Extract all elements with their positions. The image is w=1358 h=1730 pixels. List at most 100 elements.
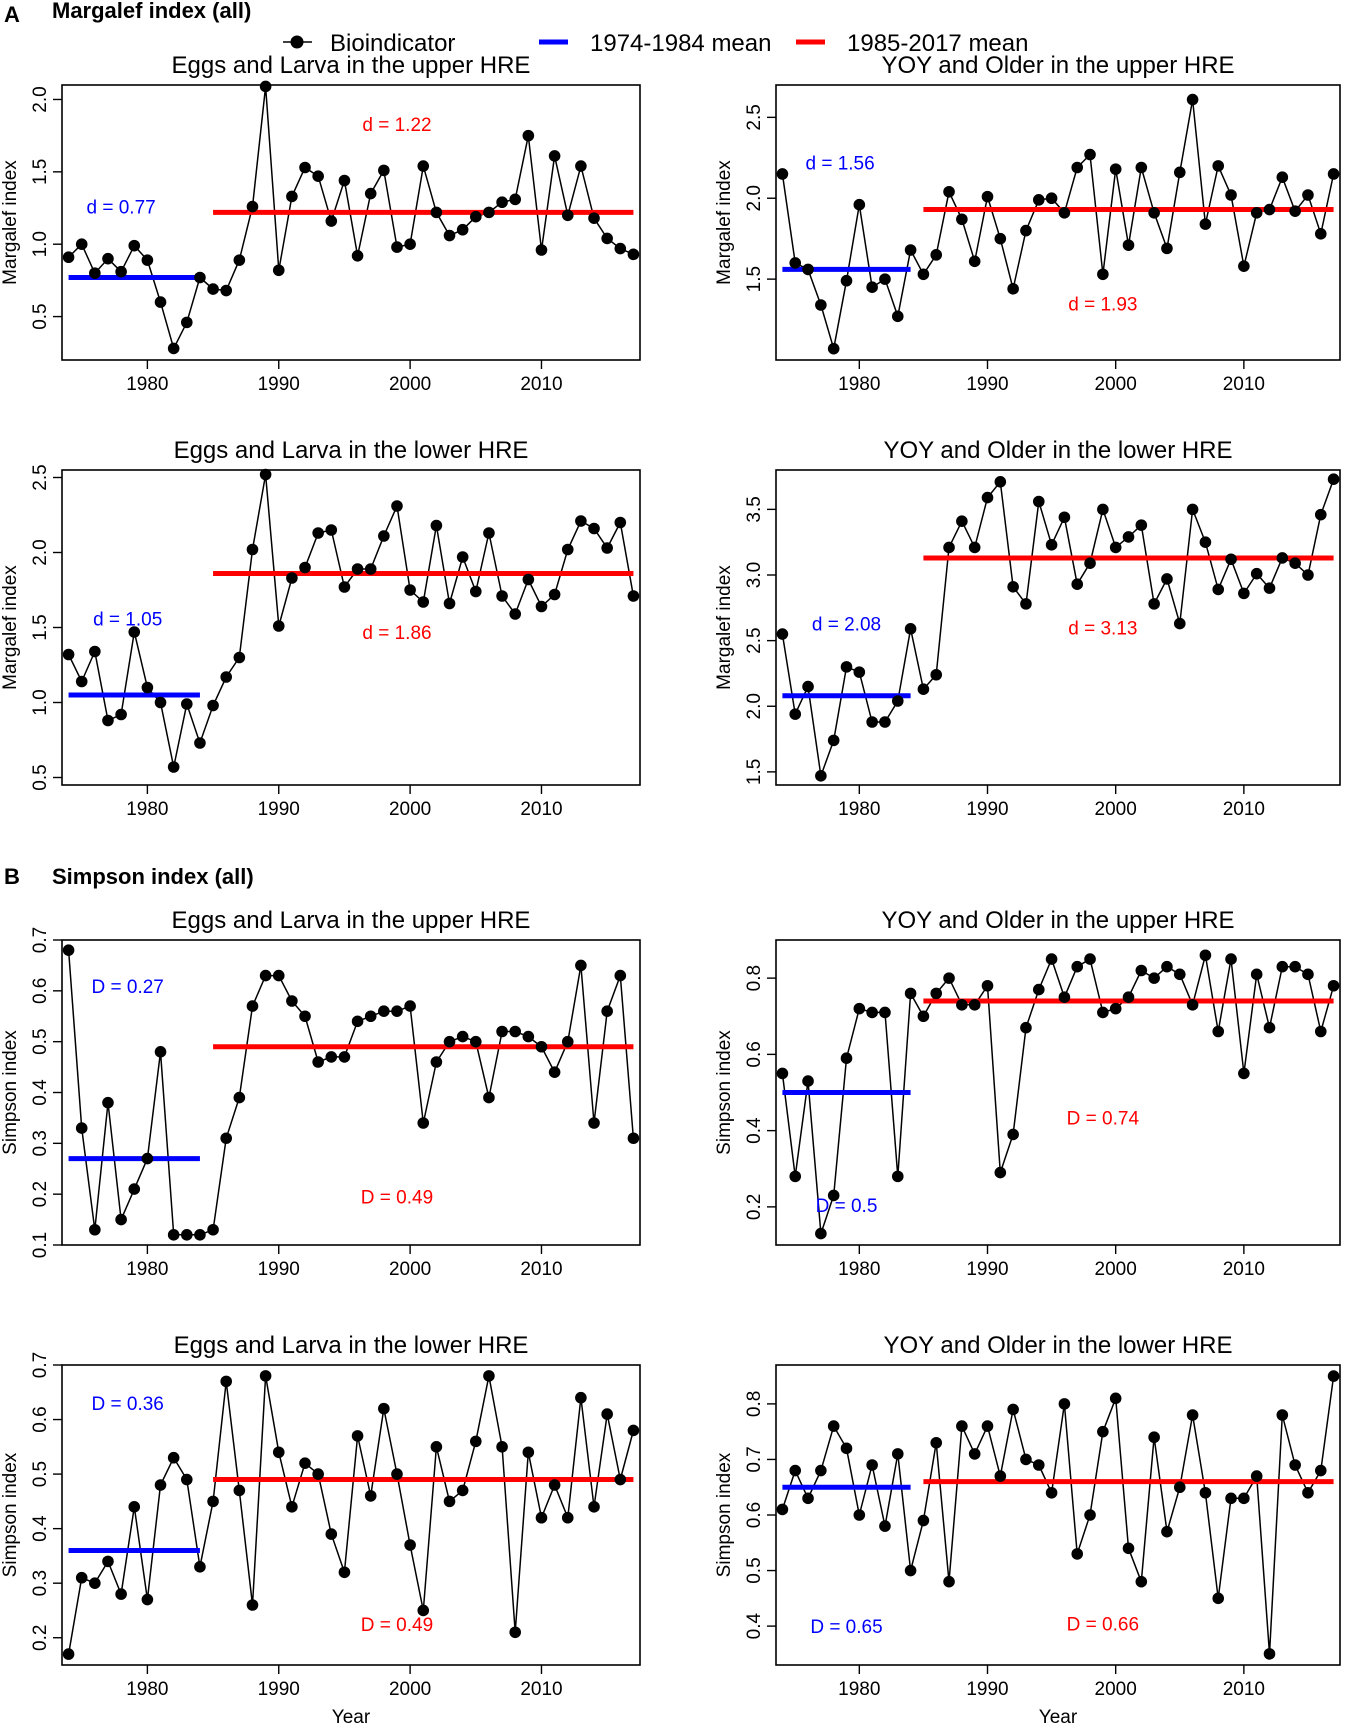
data-point bbox=[391, 1468, 403, 1480]
data-point bbox=[1199, 536, 1212, 548]
data-point bbox=[879, 716, 891, 728]
data-point bbox=[866, 281, 878, 294]
data-point bbox=[561, 1511, 574, 1524]
y-tick-label: 1.0 bbox=[30, 231, 51, 257]
data-point bbox=[509, 608, 522, 620]
data-point bbox=[509, 1626, 522, 1639]
data-point bbox=[220, 284, 233, 297]
data-point bbox=[866, 716, 878, 728]
x-tick-label: 1980 bbox=[126, 799, 168, 820]
y-tick-label: 0.5 bbox=[30, 1461, 51, 1487]
data-point bbox=[299, 1457, 311, 1469]
mean-annotation: d = 1.93 bbox=[1068, 294, 1137, 315]
data-point bbox=[879, 273, 891, 285]
data-point bbox=[1212, 1025, 1225, 1038]
y-axis-label: Margalef index bbox=[0, 565, 21, 690]
data-point bbox=[338, 1566, 351, 1579]
data-point bbox=[167, 342, 180, 355]
data-point bbox=[75, 1571, 88, 1584]
data-point bbox=[1032, 495, 1045, 508]
data-point bbox=[866, 1459, 878, 1471]
data-point bbox=[904, 623, 917, 635]
data-point bbox=[194, 1229, 206, 1241]
y-tick-label: 0.6 bbox=[30, 978, 51, 1004]
data-point bbox=[207, 283, 219, 295]
data-point bbox=[233, 254, 246, 266]
data-point bbox=[509, 1025, 522, 1038]
data-point bbox=[1250, 968, 1263, 981]
data-point bbox=[272, 1446, 285, 1459]
data-point bbox=[1250, 206, 1263, 219]
data-point bbox=[802, 1075, 814, 1087]
panel-title: YOY and Older in the upper HRE bbox=[881, 52, 1234, 79]
data-point bbox=[312, 1056, 324, 1068]
data-point bbox=[299, 561, 311, 574]
data-point bbox=[891, 310, 904, 323]
data-point bbox=[154, 1479, 167, 1491]
x-tick-label: 1990 bbox=[258, 1679, 300, 1700]
data-point bbox=[1058, 1398, 1071, 1410]
data-point bbox=[325, 1051, 338, 1063]
data-point bbox=[575, 515, 587, 527]
x-tick-label: 2010 bbox=[520, 799, 562, 820]
data-point bbox=[802, 1492, 814, 1505]
data-point bbox=[351, 249, 364, 262]
data-point bbox=[1007, 1403, 1019, 1416]
data-point bbox=[299, 1010, 311, 1023]
data-point bbox=[128, 1501, 141, 1513]
data-point bbox=[1302, 569, 1314, 581]
data-point bbox=[561, 1035, 574, 1048]
panel-title: Eggs and Larva in the upper HRE bbox=[172, 52, 531, 79]
data-point bbox=[1071, 578, 1084, 590]
plot-frame bbox=[61, 1364, 641, 1666]
data-point bbox=[627, 248, 640, 261]
data-point bbox=[89, 267, 101, 279]
data-point bbox=[75, 238, 88, 251]
data-point bbox=[866, 1006, 878, 1019]
data-point bbox=[483, 527, 495, 539]
data-point bbox=[904, 987, 917, 1000]
data-point bbox=[128, 239, 141, 252]
data-point bbox=[1122, 239, 1135, 251]
x-tick-label: 1990 bbox=[966, 799, 1008, 820]
data-point bbox=[968, 1448, 981, 1460]
data-point bbox=[469, 1435, 482, 1448]
panel-simpson-eggs-larva-upper: Eggs and Larva in the upper HRE 1980 1990 2… bbox=[0, 907, 641, 1280]
data-point bbox=[1212, 160, 1225, 172]
data-point bbox=[115, 265, 127, 278]
y-tick-label: 0.7 bbox=[744, 1446, 765, 1472]
data-point bbox=[338, 1051, 351, 1063]
data-point bbox=[981, 190, 994, 203]
data-point bbox=[1084, 1509, 1096, 1521]
panel-title: Eggs and Larva in the upper HRE bbox=[172, 907, 531, 934]
data-point bbox=[1135, 161, 1148, 174]
panel-margalef-eggs-larva-upper: Eggs and Larva in the upper HRE 1980 1990 2… bbox=[0, 52, 641, 395]
data-point bbox=[259, 1370, 272, 1382]
y-tick-label: 0.4 bbox=[30, 1079, 51, 1106]
data-point bbox=[194, 271, 206, 284]
legend-label-late-mean: 1985-2017 mean bbox=[847, 30, 1028, 57]
legend-point-marker bbox=[290, 35, 304, 49]
data-point bbox=[62, 251, 75, 264]
data-point bbox=[1225, 553, 1237, 566]
data-point bbox=[943, 185, 955, 198]
data-point bbox=[417, 1117, 430, 1129]
x-tick-label: 2010 bbox=[520, 1259, 562, 1280]
data-point bbox=[180, 1229, 193, 1241]
data-point bbox=[180, 698, 193, 710]
y-tick-label: 2.0 bbox=[744, 185, 765, 211]
data-point bbox=[776, 168, 789, 180]
data-point bbox=[1045, 953, 1058, 965]
data-point bbox=[930, 987, 943, 1000]
data-point bbox=[167, 1451, 180, 1464]
data-point bbox=[1212, 1592, 1225, 1605]
panel-simpson-yoy-older-upper: YOY and Older in the upper HRE 1980 1990 20… bbox=[714, 907, 1341, 1280]
y-tick-label: 0.5 bbox=[30, 764, 51, 790]
data-point bbox=[1109, 541, 1122, 554]
data-point bbox=[233, 1484, 246, 1497]
data-point bbox=[1084, 953, 1096, 965]
data-point bbox=[1007, 581, 1019, 593]
data-point bbox=[789, 1170, 802, 1183]
data-point bbox=[154, 296, 167, 308]
data-point bbox=[981, 491, 994, 504]
